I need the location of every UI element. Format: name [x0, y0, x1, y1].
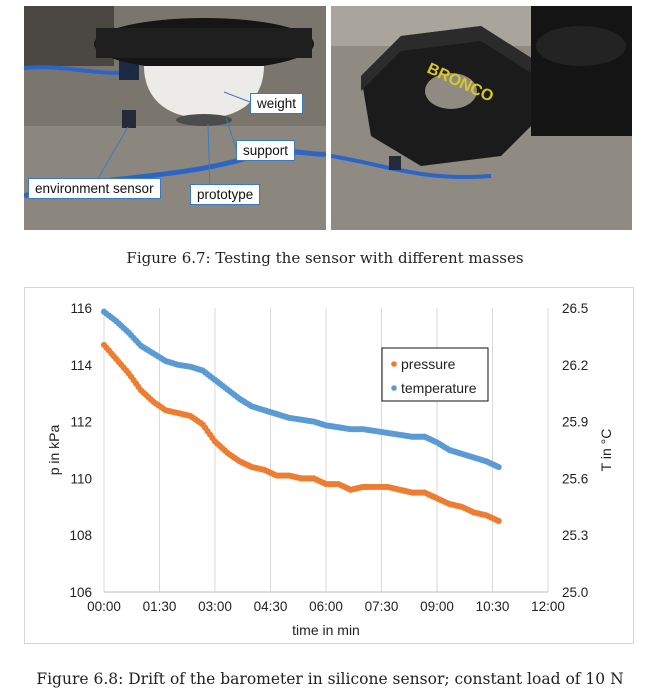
legend-label-temperature: temperature [401, 380, 477, 396]
label-prototype: prototype [190, 184, 261, 205]
label-support: support [236, 140, 296, 161]
y2-tick-label: 26.5 [562, 301, 588, 316]
x-tick-label: 09:00 [420, 599, 454, 614]
y-tick-label: 114 [70, 358, 92, 373]
x-tick-label: 03:00 [198, 599, 232, 614]
x-tick-label: 04:30 [254, 599, 288, 614]
legend-marker-temperature [391, 385, 397, 391]
drift-chart-svg: 00:00 01:30 03:00 04:30 06:00 07:30 09:00 10:30… [46, 301, 614, 638]
y-tick-label: 110 [70, 471, 92, 486]
x-tick-label: 00:00 [87, 599, 121, 614]
x-axis-label: time in min [292, 622, 360, 638]
y2-axis-label: T in °C [598, 429, 614, 472]
drift-chart: 00:00 01:30 03:00 04:30 06:00 07:30 09:00 10:30… [24, 287, 634, 644]
figure-6-8-caption: Figure 6.8: Drift of the barometer in si… [36, 670, 624, 688]
x-tick-label: 12:00 [531, 599, 565, 614]
y2-tick-label: 26.2 [562, 358, 588, 373]
x-tick-label: 10:30 [476, 599, 510, 614]
photo-weight-plates-graphic: BRONCO [331, 6, 632, 230]
y-axis-label: p in kPa [46, 424, 62, 475]
photo-test-setup: weight support environment sensor protot… [24, 6, 326, 230]
y-tick-label: 116 [70, 301, 92, 316]
photo-weight-plates: BRONCO [331, 6, 632, 230]
legend-label-pressure: pressure [401, 356, 456, 372]
temperature-point [495, 463, 502, 471]
figure-6-7-caption: Figure 6.7: Testing the sensor with diff… [126, 249, 524, 267]
x-tick-label: 06:00 [309, 599, 343, 614]
y-tick-label: 108 [69, 528, 92, 543]
x-tick-label: 07:30 [365, 599, 399, 614]
y-tick-label: 112 [70, 415, 92, 430]
legend-box [381, 347, 489, 402]
pressure-point [495, 517, 502, 525]
x-tick-label: 01:30 [143, 599, 177, 614]
y2-tick-label: 25.3 [562, 528, 588, 543]
tick-layer: 00:00 01:30 03:00 04:30 06:00 07:30 09:00 10:30… [69, 301, 588, 614]
y2-tick-label: 25.6 [562, 471, 588, 486]
y-tick-label: 106 [69, 585, 92, 600]
legend: pressure temperature [381, 347, 489, 402]
y2-tick-label: 25.0 [562, 585, 588, 600]
label-environment-sensor: environment sensor [28, 178, 161, 199]
y2-tick-label: 25.9 [562, 415, 588, 430]
legend-marker-pressure [391, 361, 397, 367]
series-layer [100, 308, 502, 525]
label-weight: weight [250, 93, 304, 114]
